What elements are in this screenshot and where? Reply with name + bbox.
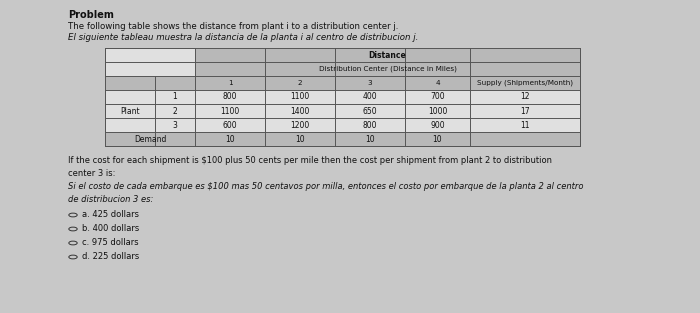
Text: 1: 1 [173,93,177,101]
Text: Demand: Demand [134,135,166,143]
Text: Plant: Plant [120,106,140,115]
Text: 1100: 1100 [220,106,239,115]
Text: 3: 3 [173,121,177,130]
Text: b. 400 dollars: b. 400 dollars [82,224,139,233]
Text: 1000: 1000 [428,106,447,115]
Bar [195,62,580,76]
Bar [105,76,580,90]
Text: Si el costo de cada embarque es $100 mas 50 centavos por milla, entonces el cost: Si el costo de cada embarque es $100 mas… [68,182,584,203]
Text: d. 225 dollars: d. 225 dollars [82,252,139,261]
Text: Distance: Distance [369,50,407,59]
Text: 900: 900 [430,121,444,130]
Text: 4: 4 [435,80,440,86]
Text: 2: 2 [298,80,302,86]
Text: 10: 10 [225,135,234,143]
Text: Distribution Center (Distance in Miles): Distribution Center (Distance in Miles) [318,66,456,72]
Text: 650: 650 [363,106,377,115]
Text: Supply (Shipments/Month): Supply (Shipments/Month) [477,80,573,86]
Text: 400: 400 [363,93,377,101]
Text: 700: 700 [430,93,444,101]
Text: 800: 800 [363,121,377,130]
Text: Problem: Problem [68,10,114,20]
Bar [195,76,580,90]
Text: El siguiente tableau muestra la distancia de la planta i al centro de distribuci: El siguiente tableau muestra la distanci… [68,33,419,42]
Text: 1200: 1200 [290,121,309,130]
Text: 10: 10 [365,135,375,143]
Bar [195,48,580,62]
Text: 600: 600 [223,121,237,130]
Text: a. 425 dollars: a. 425 dollars [82,210,139,219]
Bar [105,48,580,146]
Text: 17: 17 [520,106,530,115]
Text: c. 975 dollars: c. 975 dollars [82,238,139,247]
Text: 12: 12 [520,93,530,101]
Text: 3: 3 [368,80,372,86]
Text: 1400: 1400 [290,106,309,115]
Text: 11: 11 [520,121,530,130]
Text: 10: 10 [295,135,304,143]
Text: 10: 10 [433,135,442,143]
Text: 1100: 1100 [290,93,309,101]
Text: 800: 800 [223,93,237,101]
Text: 1: 1 [228,80,232,86]
Bar [105,132,580,146]
Text: 2: 2 [173,106,177,115]
Text: If the cost for each shipment is $100 plus 50 cents per mile then the cost per s: If the cost for each shipment is $100 pl… [68,156,552,177]
Text: The following table shows the distance from plant i to a distribution center j.: The following table shows the distance f… [68,22,398,31]
